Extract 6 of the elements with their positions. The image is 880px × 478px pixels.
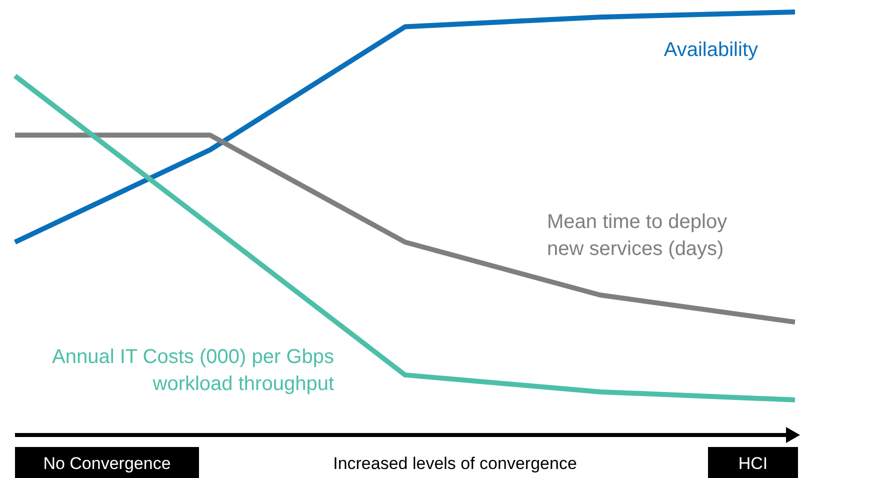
series-label: Mean time to deploy new services (days)	[547, 211, 728, 260]
series-label: Availability	[664, 39, 758, 61]
text: HCI	[738, 454, 768, 473]
series-label: Annual IT Costs (000) per Gbps workload throughput	[52, 346, 334, 395]
x-axis-title: Increased levels of convergence	[333, 454, 577, 473]
text: No Convergence	[43, 454, 171, 473]
